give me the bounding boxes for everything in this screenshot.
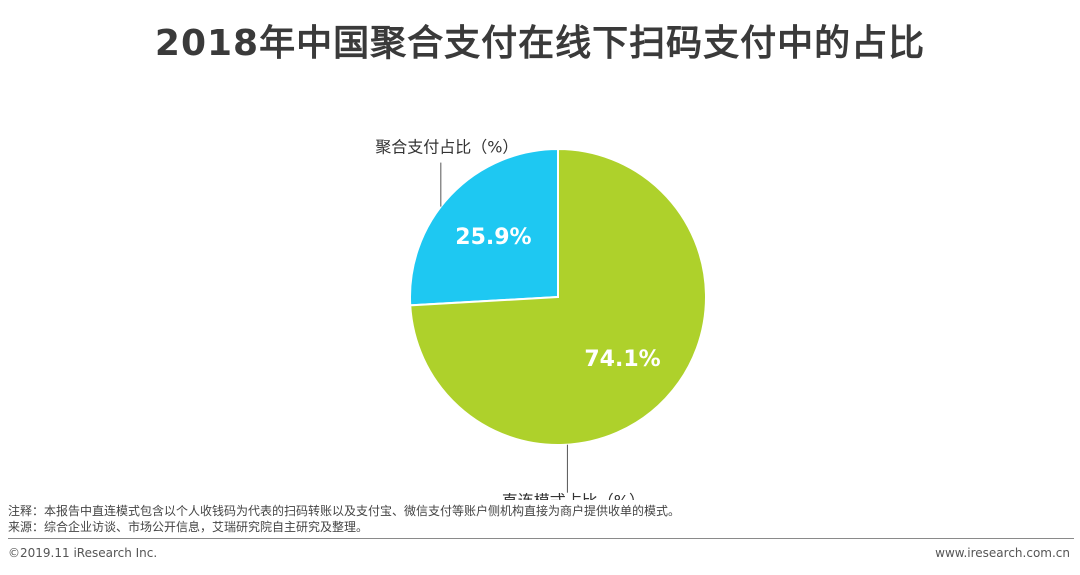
notes: 注释：本报告中直连模式包含以个人收钱码为代表的扫码转账以及支付宝、微信支付等账户… xyxy=(8,503,680,535)
copyright: ©2019.11 iResearch Inc. xyxy=(8,546,158,560)
footer-divider xyxy=(8,538,1074,539)
callout-label-1: 聚合支付占比（%） xyxy=(375,138,518,157)
pie-slice-2 xyxy=(409,147,707,446)
slice-value-label-2: 74.1% xyxy=(584,347,660,372)
website-link[interactable]: www.iresearch.com.cn xyxy=(935,546,1070,560)
note-line: 注释：本报告中直连模式包含以个人收钱码为代表的扫码转账以及支付宝、微信支付等账户… xyxy=(8,504,681,518)
pie-slice-1 xyxy=(409,147,559,307)
pie-chart: 25.9% 74.1% 聚合支付占比（%） 直连模式占比（%） xyxy=(375,138,707,500)
callout-label-2: 直连模式占比（%） xyxy=(502,492,645,500)
slice-value-label-1: 25.9% xyxy=(455,225,531,250)
source-line: 来源：综合企业访谈、市场公开信息，艾瑞研究院自主研究及整理。 xyxy=(8,520,369,534)
page-title: 2018年中国聚合支付在线下扫码支付中的占比 xyxy=(154,23,926,64)
